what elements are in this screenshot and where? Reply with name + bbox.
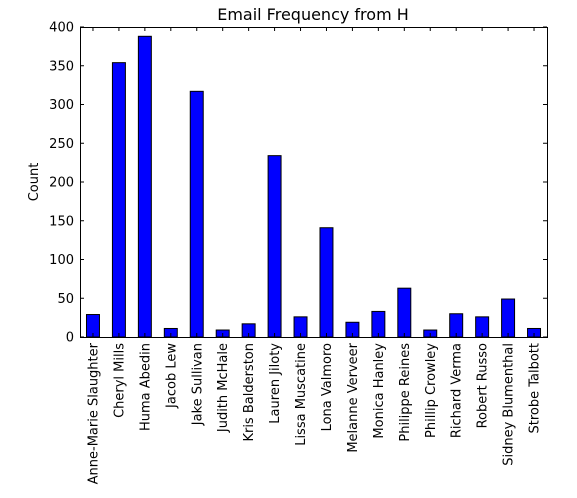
y-tick-label: 100 [49, 253, 74, 268]
x-tick-label: Robert Russo [476, 343, 491, 428]
bar-group [85, 35, 542, 338]
x-tick-label: Sidney Blumenthal [502, 343, 517, 466]
x-tick-label: Jacob Lew [164, 343, 179, 409]
bar [137, 35, 152, 338]
bar [111, 62, 126, 338]
x-tick-label: Strobe Talbott [528, 343, 543, 434]
y-tick-label: 250 [49, 137, 74, 152]
x-tick-label: Judith McHale [216, 343, 231, 433]
x-tick-label: Philippe Reines [398, 343, 413, 442]
x-tick-labels: Anne-Marie Slaughter Cheryl Mills Huma Abe… [86, 342, 542, 484]
x-tick-label: Kris Balderston [242, 343, 257, 442]
x-tick-label: Richard Verma [450, 343, 465, 438]
x-tick-label: Jake Sullivan [190, 343, 205, 426]
x-tick-label: Lona Valmoro [320, 343, 335, 431]
x-tick-label: Monica Hanley [372, 343, 387, 439]
x-tick-label: Huma Abedin [138, 343, 153, 431]
y-tick-label: 300 [49, 98, 74, 113]
bar [397, 287, 412, 338]
x-tick-label: Phillip Crowley [424, 343, 439, 438]
bar [189, 90, 204, 338]
y-tick-label: 350 [49, 59, 74, 74]
bar [319, 227, 334, 338]
x-tick-label: Melanne Verveer [346, 342, 361, 452]
y-tick-labels: 0 50 100 150 200 250 300 350 400 [49, 21, 74, 346]
chart-title: Email Frequency from H [217, 5, 409, 24]
x-tick-label: Lissa Muscatine [294, 343, 309, 446]
y-tick-label: 200 [49, 176, 74, 191]
x-tick-label: Lauren Jiloty [268, 343, 283, 424]
y-tick-label: 400 [49, 21, 74, 36]
bar [267, 155, 282, 338]
x-tick-label: Cheryl Mills [112, 343, 127, 418]
y-axis-label: Count [27, 163, 42, 202]
y-tick-label: 0 [66, 331, 74, 346]
plot-area-frame [80, 27, 548, 338]
bar [501, 298, 516, 338]
y-tick-label: 50 [57, 292, 74, 307]
x-tick-label: Anne-Marie Slaughter [86, 342, 101, 484]
y-tick-label: 150 [49, 214, 74, 229]
